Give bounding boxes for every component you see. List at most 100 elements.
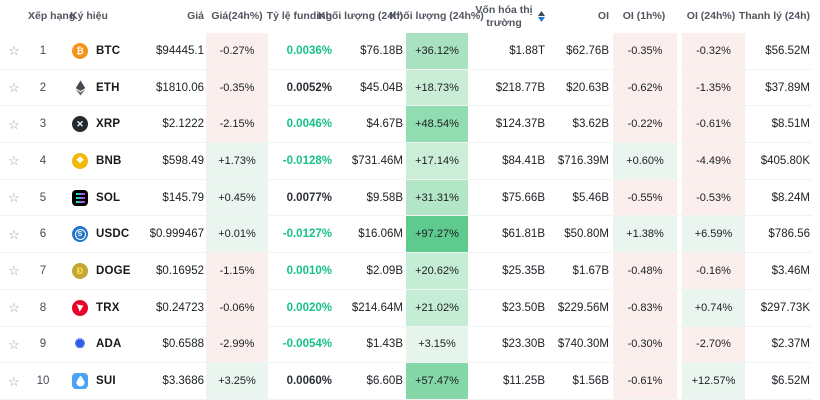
cell-open-interest: $3.62B [572,118,609,131]
star-icon[interactable]: ☆ [8,190,20,206]
cell-volume-24h: $45.04B [360,81,403,94]
star-icon[interactable]: ☆ [8,116,20,132]
column-header-symbol[interactable]: Ký hiệu [70,10,108,23]
row-usdc[interactable]: ☆ 6 S USDC $0.999467 +0.01% -0.0127% $16.06M +97… [0,216,812,254]
row-eth[interactable]: ☆ 2 ETH $1810.06 -0.35% 0.0052% $45.04B +18.73… [0,69,812,107]
row-sol[interactable]: ☆ 5 SOL $145.79 +0.45% 0.0077% $9.58B +31.31% $7… [0,179,812,217]
cell-volume-24h: $2.09B [366,264,403,277]
price-change-badge: -0.35% [206,69,268,106]
table-header-row: Xếp hạng Ký hiệu Giá Giá(24h%) Tỷ lệ funding… [0,0,812,33]
cell-price-change-24h: -2.99% [206,326,268,363]
eth-coin-icon [72,80,88,96]
oi-24h-badge: -0.61% [682,106,745,143]
favorite-star-button[interactable]: ☆ [0,253,28,289]
star-icon[interactable]: ☆ [8,263,20,279]
cell-oi-change-1h: -0.30% [611,326,677,363]
favorite-star-button[interactable]: ☆ [0,106,28,142]
star-icon[interactable]: ☆ [8,336,20,352]
column-header-funding[interactable]: Tỷ lệ funding [266,10,332,23]
cell-volume-change-24h: +20.62% [405,253,468,289]
star-icon[interactable]: ☆ [8,80,20,96]
column-header-pricechg[interactable]: Giá(24h%) [211,10,263,23]
cell-volume-24h: $9.58B [366,191,403,204]
cell-funding-rate: -0.0128% [282,154,332,167]
row-ada[interactable]: ☆ 9 ✺ ADA $0.6588 -2.99% -0.0054% $1.43B +3.15% $… [0,326,812,364]
cell-symbol[interactable]: S USDC [58,216,152,252]
row-btc[interactable]: ☆ 1 ₿ BTC $94445.1 -0.27% 0.0036% $76.18B +36.12… [0,33,812,70]
cell-market-cap: $84.41B [502,154,545,167]
column-header-vol[interactable]: Khối lượng (24h) [317,10,403,23]
cell-price-change-24h: -0.06% [206,289,268,326]
favorite-star-button[interactable]: ☆ [0,180,28,216]
symbol-label: ADA [96,338,122,351]
cell-liquidation-24h: $297.73K [760,301,810,314]
price-change-badge: +0.45% [206,179,268,216]
cell-open-interest: $1.67B [572,264,609,277]
star-icon[interactable]: ☆ [8,300,20,316]
column-header-oi[interactable]: OI [597,10,609,23]
cell-symbol[interactable]: TRX [58,290,152,326]
cell-symbol[interactable]: ✺ ADA [58,327,152,363]
oi-1h-badge: -0.30% [613,326,677,363]
column-header-mcap-label: Vốn hóa thị trường [475,3,533,29]
row-xrp[interactable]: ☆ 3 ✕ XRP $2.1222 -2.15% 0.0046% $4.67B +48.54% $… [0,106,812,144]
cell-symbol[interactable]: SUI [58,363,152,399]
cell-symbol[interactable]: SOL [58,180,152,216]
btc-coin-icon: ₿ [72,42,88,59]
cell-liquidation-24h: $8.24M [771,191,810,204]
cell-funding-rate: 0.0020% [286,301,332,314]
cell-symbol[interactable]: ETH [58,70,152,106]
cell-price-change-24h: +0.01% [206,216,268,253]
sui-coin-icon [72,373,88,390]
column-header-oi24h[interactable]: OI (24h%) [686,10,736,23]
star-icon[interactable]: ☆ [8,373,20,389]
favorite-star-button[interactable]: ☆ [0,70,28,106]
cell-symbol[interactable]: ❖ BNB [58,143,152,179]
cell-oi-change-24h: +0.74% [677,289,745,326]
cell-rank: 6 [39,228,47,241]
cell-volume-24h: $6.60B [366,375,403,388]
star-icon[interactable]: ☆ [8,43,20,59]
cell-oi-change-1h: -0.35% [611,33,677,69]
column-header-price[interactable]: Giá [187,10,204,23]
favorite-star-button[interactable]: ☆ [0,33,28,69]
favorite-star-button[interactable]: ☆ [0,290,28,326]
row-trx[interactable]: ☆ 8 TRX $0.24723 -0.06% 0.0020% $214.64M +21.0… [0,289,812,327]
favorite-star-button[interactable]: ☆ [0,143,28,179]
cell-symbol[interactable]: ✕ XRP [58,106,152,142]
oi-1h-badge: -0.62% [613,69,677,106]
cell-market-cap: $25.35B [502,264,545,277]
cell-price: $598.49 [162,154,204,167]
favorite-star-button[interactable]: ☆ [0,216,28,252]
favorite-star-button[interactable]: ☆ [0,327,28,363]
price-change-badge: +1.73% [206,143,268,179]
cell-symbol[interactable]: ₿ BTC [58,33,152,69]
oi-24h-badge: +0.74% [682,289,745,326]
cell-oi-change-1h: -0.83% [611,289,677,326]
oi-1h-badge: -0.48% [613,253,677,289]
row-bnb[interactable]: ☆ 4 ❖ BNB $598.49 +1.73% -0.0128% $731.46M +17.1… [0,143,812,180]
symbol-label: USDC [96,228,130,241]
trx-coin-icon [72,299,88,316]
star-icon[interactable]: ☆ [8,153,20,169]
row-sui[interactable]: ☆ 10 SUI $3.3686 +3.25% 0.0060% $6.60B +57.47%… [0,363,812,400]
cell-symbol[interactable]: Đ DOGE [58,253,152,289]
star-icon[interactable]: ☆ [8,226,20,242]
column-header-mcap[interactable]: Vốn hóa thị trường [468,0,547,33]
bnb-coin-icon: ❖ [72,152,88,169]
cell-market-cap: $75.66B [502,191,545,204]
cell-price-change-24h: -0.35% [206,69,268,106]
sort-icon[interactable] [538,11,545,22]
cell-price-change-24h: +0.45% [206,179,268,216]
cell-funding-rate: 0.0052% [286,81,332,94]
column-header-volchg[interactable]: Khối lượng (24h%) [389,10,484,23]
column-header-rank[interactable]: Xếp hạng [28,10,76,23]
symbol-label: ETH [96,81,120,94]
oi-1h-badge: -0.61% [613,363,677,399]
favorite-star-button[interactable]: ☆ [0,363,28,399]
oi-24h-badge: -0.16% [682,253,745,289]
column-header-oi1h[interactable]: OI (1h%) [622,10,666,23]
column-header-liq[interactable]: Thanh lý (24h) [738,10,810,23]
row-doge[interactable]: ☆ 7 Đ DOGE $0.16952 -1.15% 0.0010% $2.09B +20.62… [0,253,812,290]
cell-liquidation-24h: $8.51M [771,118,810,131]
